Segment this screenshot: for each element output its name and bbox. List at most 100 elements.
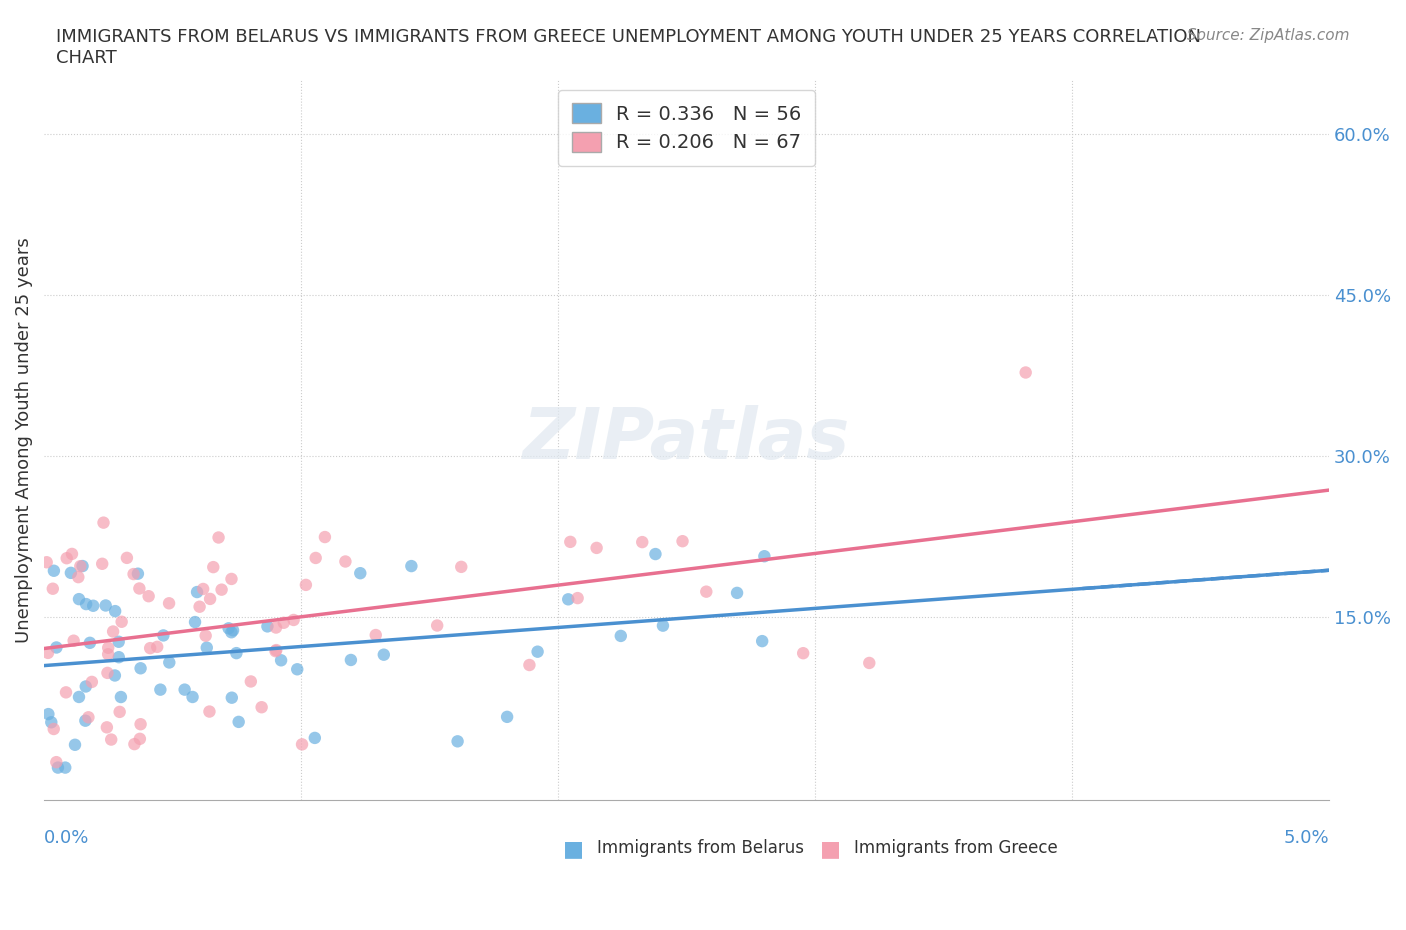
Point [94,598,117,613]
Point [79,635,101,650]
Point [55,551,77,565]
Point [75,679,97,694]
Point [39,715,62,730]
Point [225,645,247,660]
Point [285,662,308,677]
Text: ■: ■ [820,840,841,859]
Point [59,565,82,580]
Point [557,591,579,606]
Point [111,615,134,630]
Point [115,551,138,565]
Point [67,570,90,585]
Point [295,578,318,592]
Point [37,707,59,722]
Point [364,628,387,643]
Text: Immigrants from Belarus: Immigrants from Belarus [596,840,804,857]
Point [266,643,288,658]
Point [202,560,225,575]
Point [652,618,675,633]
Point [45,640,67,655]
Point [37,645,59,660]
Point [108,704,131,719]
Point [110,689,132,704]
Point [519,658,541,672]
Point [304,730,326,745]
Point [211,582,233,597]
Point [221,572,243,587]
Point [62,633,84,648]
Point [239,674,262,689]
Point [157,596,180,611]
Point [139,641,162,656]
Point [283,613,305,628]
Point [157,655,180,670]
Point [42,722,65,737]
Point [671,534,693,549]
Point [75,713,97,728]
Point [45,755,67,770]
Point [127,566,149,581]
Point [194,629,217,644]
Point [138,589,160,604]
Point [93,515,115,530]
Point [195,640,218,655]
Point [567,591,589,605]
Point [104,668,127,683]
Point [496,710,519,724]
Text: ■: ■ [562,840,583,859]
Point [426,618,449,633]
Point [191,581,214,596]
Point [314,529,336,544]
Point [124,737,146,751]
Point [129,717,152,732]
Point [80,674,103,689]
Point [264,620,287,635]
Point [107,650,129,665]
Point [107,634,129,649]
Point [149,683,172,698]
Point [122,566,145,581]
Point [198,591,221,606]
Point [610,629,633,644]
Point [373,647,395,662]
Point [270,653,292,668]
Point [695,584,717,599]
Point [104,604,127,618]
Point [1015,365,1038,380]
Point [75,597,97,612]
Point [181,689,204,704]
Y-axis label: Unemployment Among Youth under 25 years: Unemployment Among Youth under 25 years [15,237,32,643]
Text: Immigrants from Greece: Immigrants from Greece [853,840,1057,857]
Point [128,581,150,596]
Point [42,581,65,596]
Point [585,540,607,555]
Point [129,661,152,676]
Point [198,704,221,719]
Point [218,621,240,636]
Point [644,547,666,562]
Point [858,656,880,671]
Point [46,760,69,775]
Point [55,684,77,699]
Point [340,653,363,668]
Point [222,623,245,638]
Point [97,647,120,662]
Point [42,564,65,578]
Point [446,734,468,749]
Point [264,644,287,658]
Point [305,551,328,565]
Point [82,598,104,613]
Point [725,586,748,601]
Point [207,530,229,545]
Point [69,559,91,574]
Text: 5.0%: 5.0% [1284,829,1329,846]
Point [101,624,124,639]
Point [526,644,548,659]
Text: ZIPatlas: ZIPatlas [523,405,851,474]
Point [60,547,83,562]
Point [173,683,195,698]
Point [128,731,150,746]
Point [53,760,76,775]
Point [221,690,243,705]
Legend: R = 0.336   N = 56, R = 0.206   N = 67: R = 0.336 N = 56, R = 0.206 N = 67 [558,90,815,166]
